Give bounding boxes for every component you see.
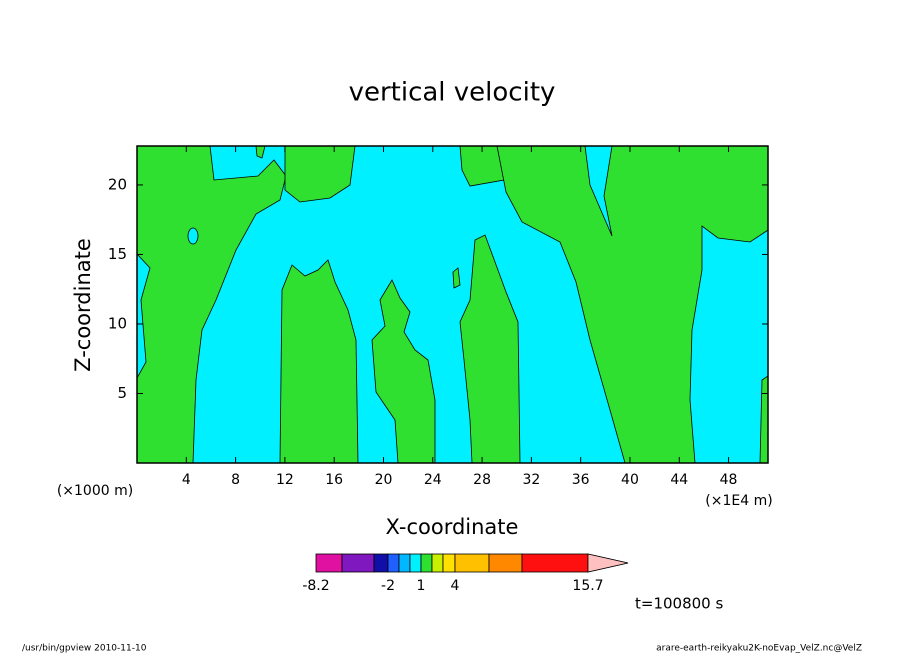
annotation: t=100800 s	[635, 595, 723, 613]
x-tick-label: 32	[522, 472, 540, 488]
x-tick-label: 48	[720, 472, 738, 488]
contour-region	[496, 145, 769, 464]
x-tick-label: 40	[621, 472, 639, 488]
colorbar-box	[409, 553, 422, 573]
colorbar-label: -2	[381, 578, 395, 594]
colorbar-box	[398, 553, 411, 573]
colorbar-box	[521, 553, 589, 573]
x-tick-label: 12	[276, 472, 294, 488]
colorbar-label: -8.2	[302, 578, 329, 594]
contour-region	[187, 227, 199, 245]
y-tick-label: 20	[108, 175, 127, 193]
x-tick-label: 28	[473, 472, 491, 488]
x-tick-label: 4	[182, 472, 191, 488]
y-tick-label: 10	[108, 314, 127, 332]
colorbar-box	[431, 553, 444, 573]
colorbar-box	[387, 553, 400, 573]
colorbar-box	[488, 553, 523, 573]
x-tick-label: 20	[375, 472, 393, 488]
contour-region	[459, 234, 521, 464]
x-tick-label: 36	[572, 472, 590, 488]
colorbar-label: 15.7	[572, 578, 603, 594]
colorbar-box	[315, 553, 343, 573]
x-tick-label: 8	[231, 472, 240, 488]
contour-region	[279, 259, 359, 464]
colorbar-arrow	[587, 553, 629, 573]
colorbar-box	[373, 553, 389, 573]
x-tick-label: 16	[325, 472, 343, 488]
colorbar-box	[454, 553, 490, 573]
footer-left: /usr/bin/gpview 2010-11-10	[22, 644, 147, 654]
x-unit-left: (×1000 m)	[57, 483, 133, 499]
chart-title: vertical velocity	[349, 78, 556, 108]
y-axis-label: Z-coordinate	[71, 238, 95, 372]
colorbar-label: 4	[451, 578, 460, 594]
contour-region	[136, 145, 287, 464]
plot-frame	[136, 145, 769, 464]
y-tick-label: 5	[117, 384, 127, 402]
footer-right: arare-earth-reikyaku2K-noEvap_VelZ.nc@Ve…	[656, 644, 862, 654]
colorbar-box	[442, 553, 456, 573]
contour-region	[371, 279, 436, 464]
y-tick-label: 15	[108, 245, 127, 263]
x-tick-label: 44	[670, 472, 688, 488]
x-unit-right: (×1E4 m)	[705, 493, 772, 509]
contour-region	[452, 267, 461, 289]
colorbar-box	[341, 553, 375, 573]
x-tick-label: 24	[424, 472, 442, 488]
colorbar-label: 1	[417, 578, 426, 594]
x-axis-label: X-coordinate	[386, 515, 519, 539]
colorbar-box	[420, 553, 433, 573]
